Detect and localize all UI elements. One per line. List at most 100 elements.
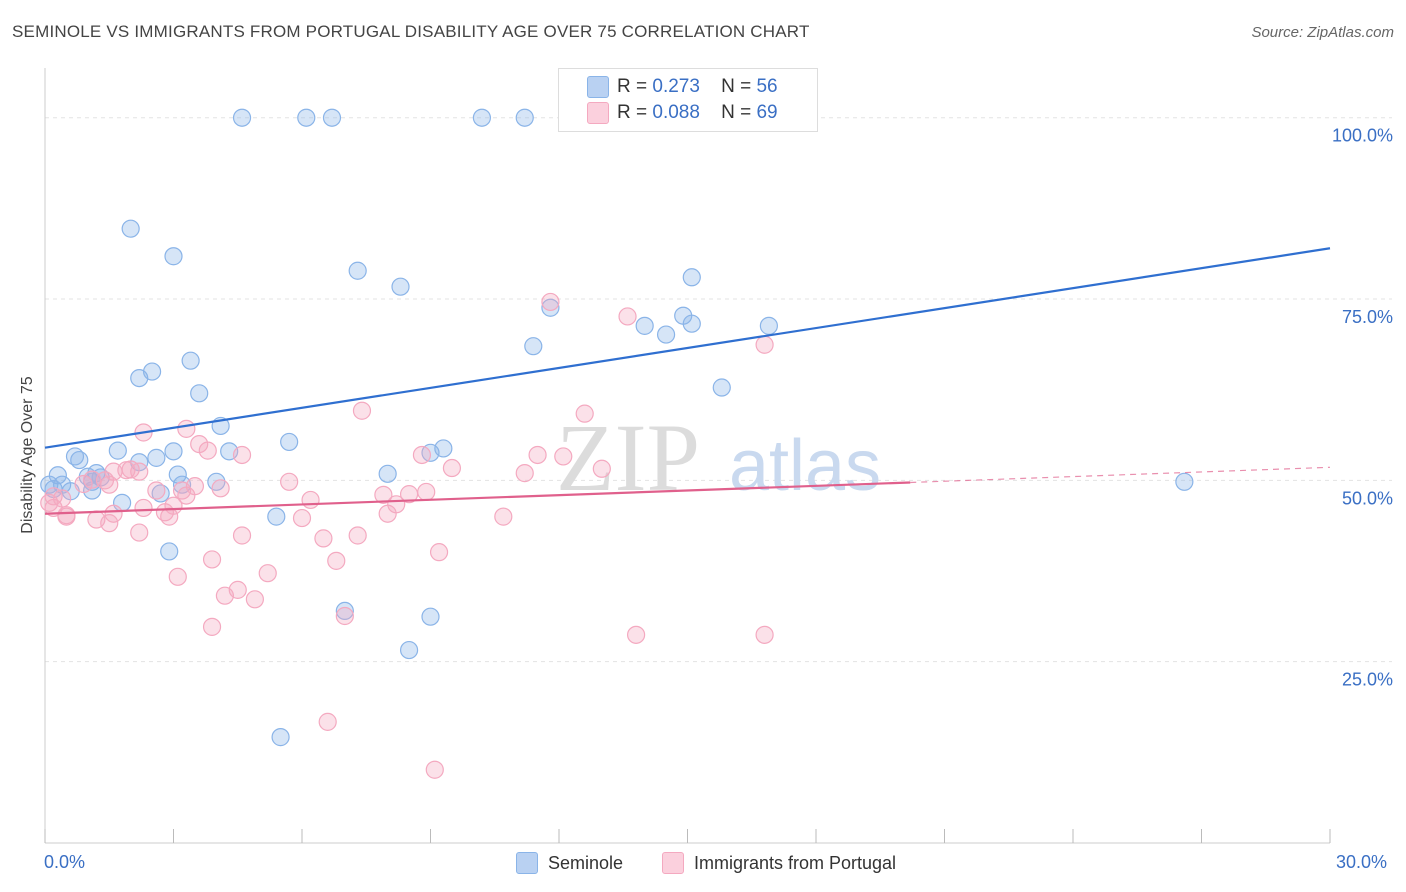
legend-swatch-pink (587, 102, 609, 124)
point-seminole (399, 640, 419, 660)
point-portugal (417, 482, 436, 502)
point-portugal (554, 447, 573, 466)
trend-line-portugal-extension (910, 466, 1331, 484)
x-tick-label-max: 30.0% (1336, 852, 1388, 872)
source-label: Source: ZipAtlas.com (1251, 24, 1394, 41)
point-seminole (70, 450, 89, 470)
y-tick-label: 25.0% (1342, 670, 1393, 690)
point-portugal (202, 550, 222, 569)
point-portugal (245, 590, 264, 609)
point-portugal (494, 507, 513, 526)
point-portugal (348, 526, 367, 545)
point-portugal (755, 335, 774, 354)
series-legend-portugal: Immigrants from Portugal (662, 852, 896, 874)
point-seminole (759, 316, 778, 335)
point-seminole (434, 439, 453, 458)
point-portugal (626, 625, 646, 644)
correlation-legend: R = 0.273 N = 56 R = 0.088 N = 69 (558, 68, 818, 132)
watermark-atlas: atlas (729, 426, 881, 506)
point-seminole (108, 441, 127, 460)
point-seminole (181, 351, 200, 370)
point-seminole (378, 464, 397, 483)
legend-r-value: 0.088 (652, 102, 700, 123)
point-seminole (421, 607, 440, 626)
axes (44, 68, 1331, 844)
point-portugal (327, 551, 346, 570)
point-portugal (280, 472, 299, 491)
trend-line-seminole (44, 247, 1331, 449)
point-portugal (755, 625, 774, 644)
point-portugal (528, 445, 547, 465)
chart-title: SEMINOLE VS IMMIGRANTS FROM PORTUGAL DIS… (12, 22, 810, 41)
point-portugal (198, 441, 217, 460)
trend-line-portugal (44, 481, 911, 515)
point-seminole (472, 108, 491, 127)
point-portugal (211, 479, 230, 498)
legend-n-label: N = (721, 76, 752, 97)
y-tick-label: 100.0% (1332, 126, 1393, 146)
point-seminole (515, 108, 534, 127)
data-points (40, 108, 1194, 779)
legend-r-label: R = (617, 76, 648, 97)
trend-lines (44, 247, 1331, 515)
point-portugal (168, 567, 187, 586)
point-portugal (374, 485, 393, 504)
point-seminole (271, 728, 290, 747)
point-seminole (391, 277, 410, 296)
point-seminole (712, 378, 731, 397)
series-legend-seminole: Seminole (516, 852, 623, 874)
point-portugal (232, 445, 252, 465)
legend-n-value: 69 (756, 102, 778, 123)
point-seminole (682, 268, 701, 287)
point-seminole (267, 507, 286, 526)
point-seminole (297, 108, 316, 127)
point-seminole (541, 298, 560, 317)
point-seminole (164, 442, 183, 461)
series-swatch-pink (662, 852, 684, 874)
y-tick-labels: 100.0% 75.0% 50.0% 25.0% (1332, 126, 1393, 690)
point-portugal (258, 564, 277, 583)
point-portugal (314, 529, 333, 548)
point-portugal (130, 523, 149, 542)
x-tick-label-min: 0.0% (44, 852, 86, 872)
point-portugal (117, 461, 136, 480)
point-portugal (425, 760, 444, 779)
point-portugal (177, 486, 196, 505)
point-portugal (592, 459, 611, 478)
point-portugal (352, 401, 372, 420)
point-portugal (215, 586, 234, 605)
point-seminole (130, 368, 149, 388)
point-portugal (160, 507, 179, 526)
point-portugal (147, 481, 166, 500)
point-portugal (429, 543, 449, 562)
series-legend-label: Seminole (548, 852, 624, 873)
point-portugal (232, 526, 252, 545)
point-seminole (280, 432, 299, 452)
point-portugal (104, 504, 123, 523)
point-seminole (656, 325, 676, 344)
point-portugal (100, 475, 119, 494)
legend-n-label: N = (721, 102, 752, 123)
point-seminole (160, 542, 179, 561)
point-portugal (515, 464, 534, 483)
point-seminole (121, 219, 140, 238)
point-portugal (83, 470, 102, 489)
point-seminole (682, 314, 701, 333)
series-swatch-blue (516, 852, 538, 874)
point-portugal (378, 504, 397, 523)
point-portugal (575, 404, 594, 423)
point-seminole (348, 261, 367, 280)
point-portugal (202, 617, 222, 636)
legend-r-label: R = (617, 102, 648, 123)
point-portugal (335, 606, 354, 626)
point-portugal (412, 445, 432, 465)
point-portugal (301, 490, 320, 510)
watermark: ZIP atlas (556, 404, 881, 511)
point-portugal (541, 292, 560, 312)
point-seminole (335, 601, 354, 621)
point-seminole (164, 247, 183, 266)
point-portugal (57, 506, 76, 525)
point-seminole (147, 448, 166, 467)
legend-swatch-blue (587, 76, 609, 98)
